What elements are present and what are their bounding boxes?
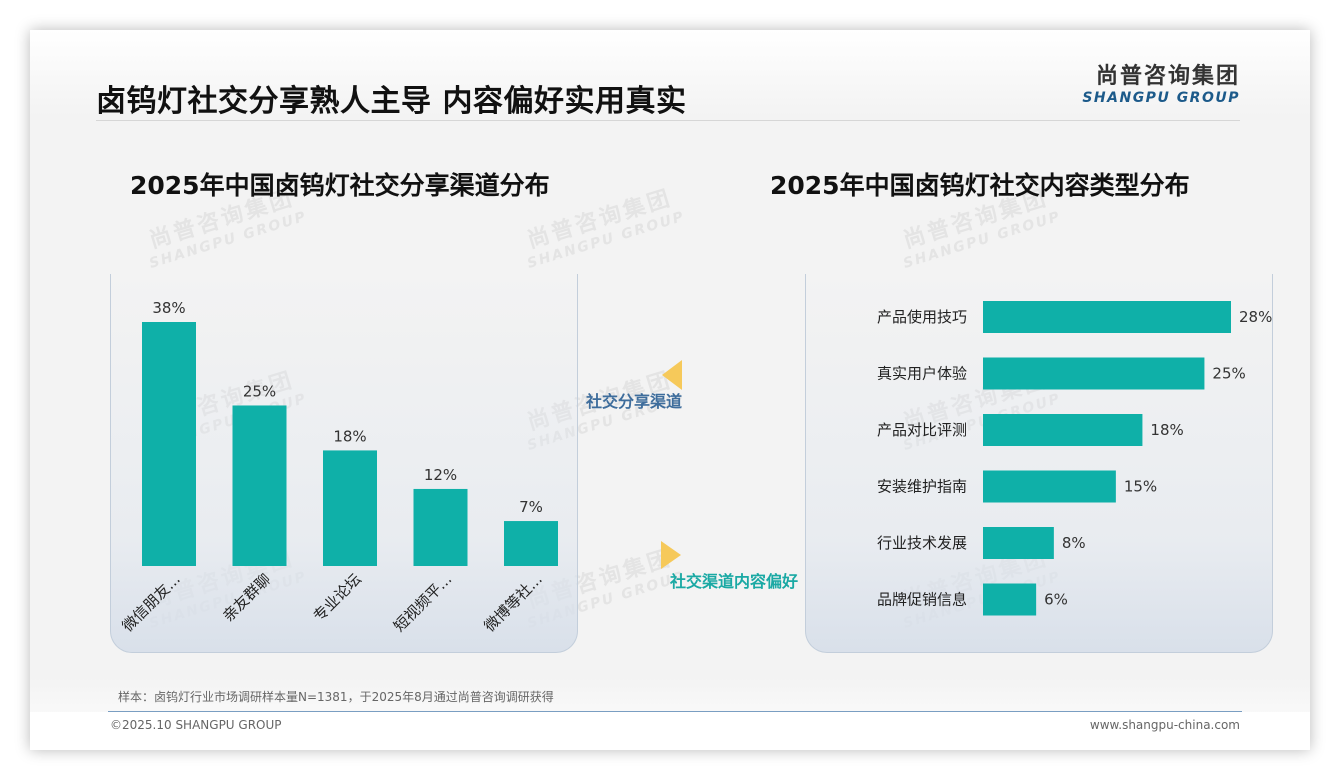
copyright-text: ©2025.10 SHANGPU GROUP (110, 718, 282, 732)
bar-value-label: 18% (1150, 421, 1183, 439)
footer-band (30, 712, 1310, 750)
bar (983, 470, 1116, 503)
bar (323, 450, 377, 566)
slide: 尚普咨询集团 SHANGPU GROUP 尚普咨询集团 SHANGPU GROU… (30, 30, 1310, 750)
bar-value-label: 25% (1212, 365, 1245, 383)
title-divider (96, 120, 1240, 121)
bar (983, 583, 1037, 616)
arrow-left-icon (662, 360, 682, 390)
bar-value-label: 7% (519, 498, 543, 516)
website-link[interactable]: www.shangpu-china.com (1089, 718, 1240, 732)
category-label: 微信朋友... (119, 570, 184, 635)
logo-en-text: SHANGPU GROUP (1082, 90, 1240, 106)
category-label: 产品对比评测 (877, 421, 967, 439)
category-label: 产品使用技巧 (877, 308, 967, 326)
right-chart-title: 2025年中国卤钨灯社交内容类型分布 (770, 171, 1190, 200)
bar (413, 488, 468, 566)
bar (232, 405, 287, 566)
bar (504, 521, 558, 566)
category-label: 短视频平... (390, 570, 455, 635)
brand-logo: 尚普咨询集团 SHANGPU GROUP (1082, 64, 1240, 106)
left-chart-title: 2025年中国卤钨灯社交分享渠道分布 (130, 171, 550, 200)
category-label: 微博等社... (481, 570, 546, 635)
bar-value-label: 15% (1124, 478, 1157, 496)
logo-cn-text: 尚普咨询集团 (1095, 64, 1240, 89)
category-label: 安装维护指南 (877, 478, 967, 496)
right-chart-panel (805, 274, 1273, 653)
connector-label-share-channel: 社交分享渠道 (586, 392, 683, 411)
bar (983, 414, 1143, 446)
bar-value-label: 12% (424, 466, 457, 484)
bar-value-label: 25% (243, 382, 276, 400)
arrow-right-icon (661, 541, 681, 569)
page-title: 卤钨灯社交分享熟人主导 内容偏好实用真实 (96, 84, 687, 119)
category-label: 专业论坛 (310, 570, 365, 625)
footer-divider (108, 711, 1242, 712)
bar-value-label: 28% (1239, 308, 1272, 326)
category-label: 品牌促销信息 (877, 591, 967, 609)
connector-label-content-preference: 社交渠道内容偏好 (670, 572, 799, 591)
bar-value-label: 6% (1044, 591, 1068, 609)
bar (983, 527, 1054, 559)
category-label: 亲友群聊 (219, 570, 274, 625)
bar-value-label: 38% (152, 299, 185, 317)
charts-canvas: 38% 微信朋友... 25% 亲友群聊 18% 专业论坛 12% 短视频平... 7% 微博等社… (119, 299, 1273, 635)
bar (983, 301, 1231, 333)
bar (983, 357, 1205, 390)
bar-value-label: 8% (1062, 534, 1086, 552)
bar-value-label: 18% (333, 427, 366, 445)
sample-footnote: 样本：卤钨灯行业市场调研样本量N=1381，于2025年8月通过尚普咨询调研获得 (118, 690, 554, 704)
bar (142, 322, 196, 566)
category-label: 行业技术发展 (877, 534, 967, 552)
category-label: 真实用户体验 (877, 365, 967, 383)
